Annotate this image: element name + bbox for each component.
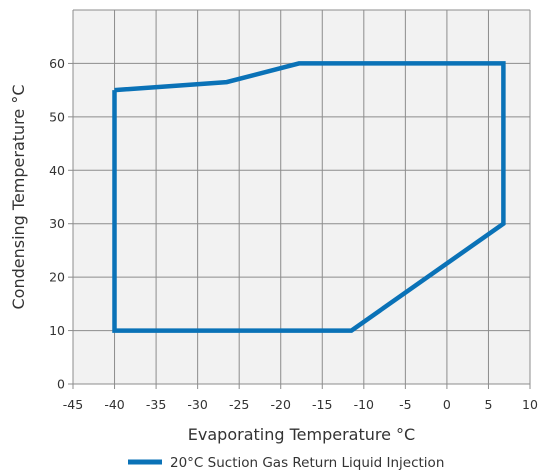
x-tick-label: -10 — [354, 397, 374, 412]
series-layer — [112, 61, 506, 333]
x-tick-label: 0 — [443, 397, 451, 412]
y-tick-label: 40 — [49, 163, 65, 178]
x-tick-label: -20 — [271, 397, 291, 412]
legend: 20°C Suction Gas Return Liquid Injection — [128, 455, 444, 471]
series-line — [112, 61, 506, 333]
y-tick-label: 10 — [49, 323, 65, 338]
y-tick-label: 60 — [49, 56, 65, 71]
y-axis-title: Condensing Temperature °C — [9, 84, 28, 309]
x-tick-label: 5 — [484, 397, 492, 412]
x-axis-title: Evaporating Temperature °C — [188, 425, 415, 444]
x-axis-ticks: -45 -40 -35 -30 -25 -20 -15 -10 -5 0 5 10 — [63, 384, 538, 412]
x-tick-label: -35 — [146, 397, 166, 412]
x-tick-label: -30 — [187, 397, 207, 412]
plot-area — [73, 10, 530, 384]
legend-label: 20°C Suction Gas Return Liquid Injection — [170, 455, 444, 471]
x-tick-label: -15 — [312, 397, 332, 412]
x-tick-label: -45 — [63, 397, 83, 412]
y-axis-ticks: 0 10 20 30 40 50 60 — [49, 56, 73, 392]
y-tick-label: 0 — [57, 377, 65, 392]
x-tick-label: -40 — [104, 397, 124, 412]
y-tick-label: 30 — [49, 216, 65, 231]
x-tick-label: 10 — [522, 397, 538, 412]
x-tick-label: -5 — [399, 397, 411, 412]
y-tick-label: 50 — [49, 109, 65, 124]
y-tick-label: 20 — [49, 270, 65, 285]
x-tick-label: -25 — [229, 397, 249, 412]
